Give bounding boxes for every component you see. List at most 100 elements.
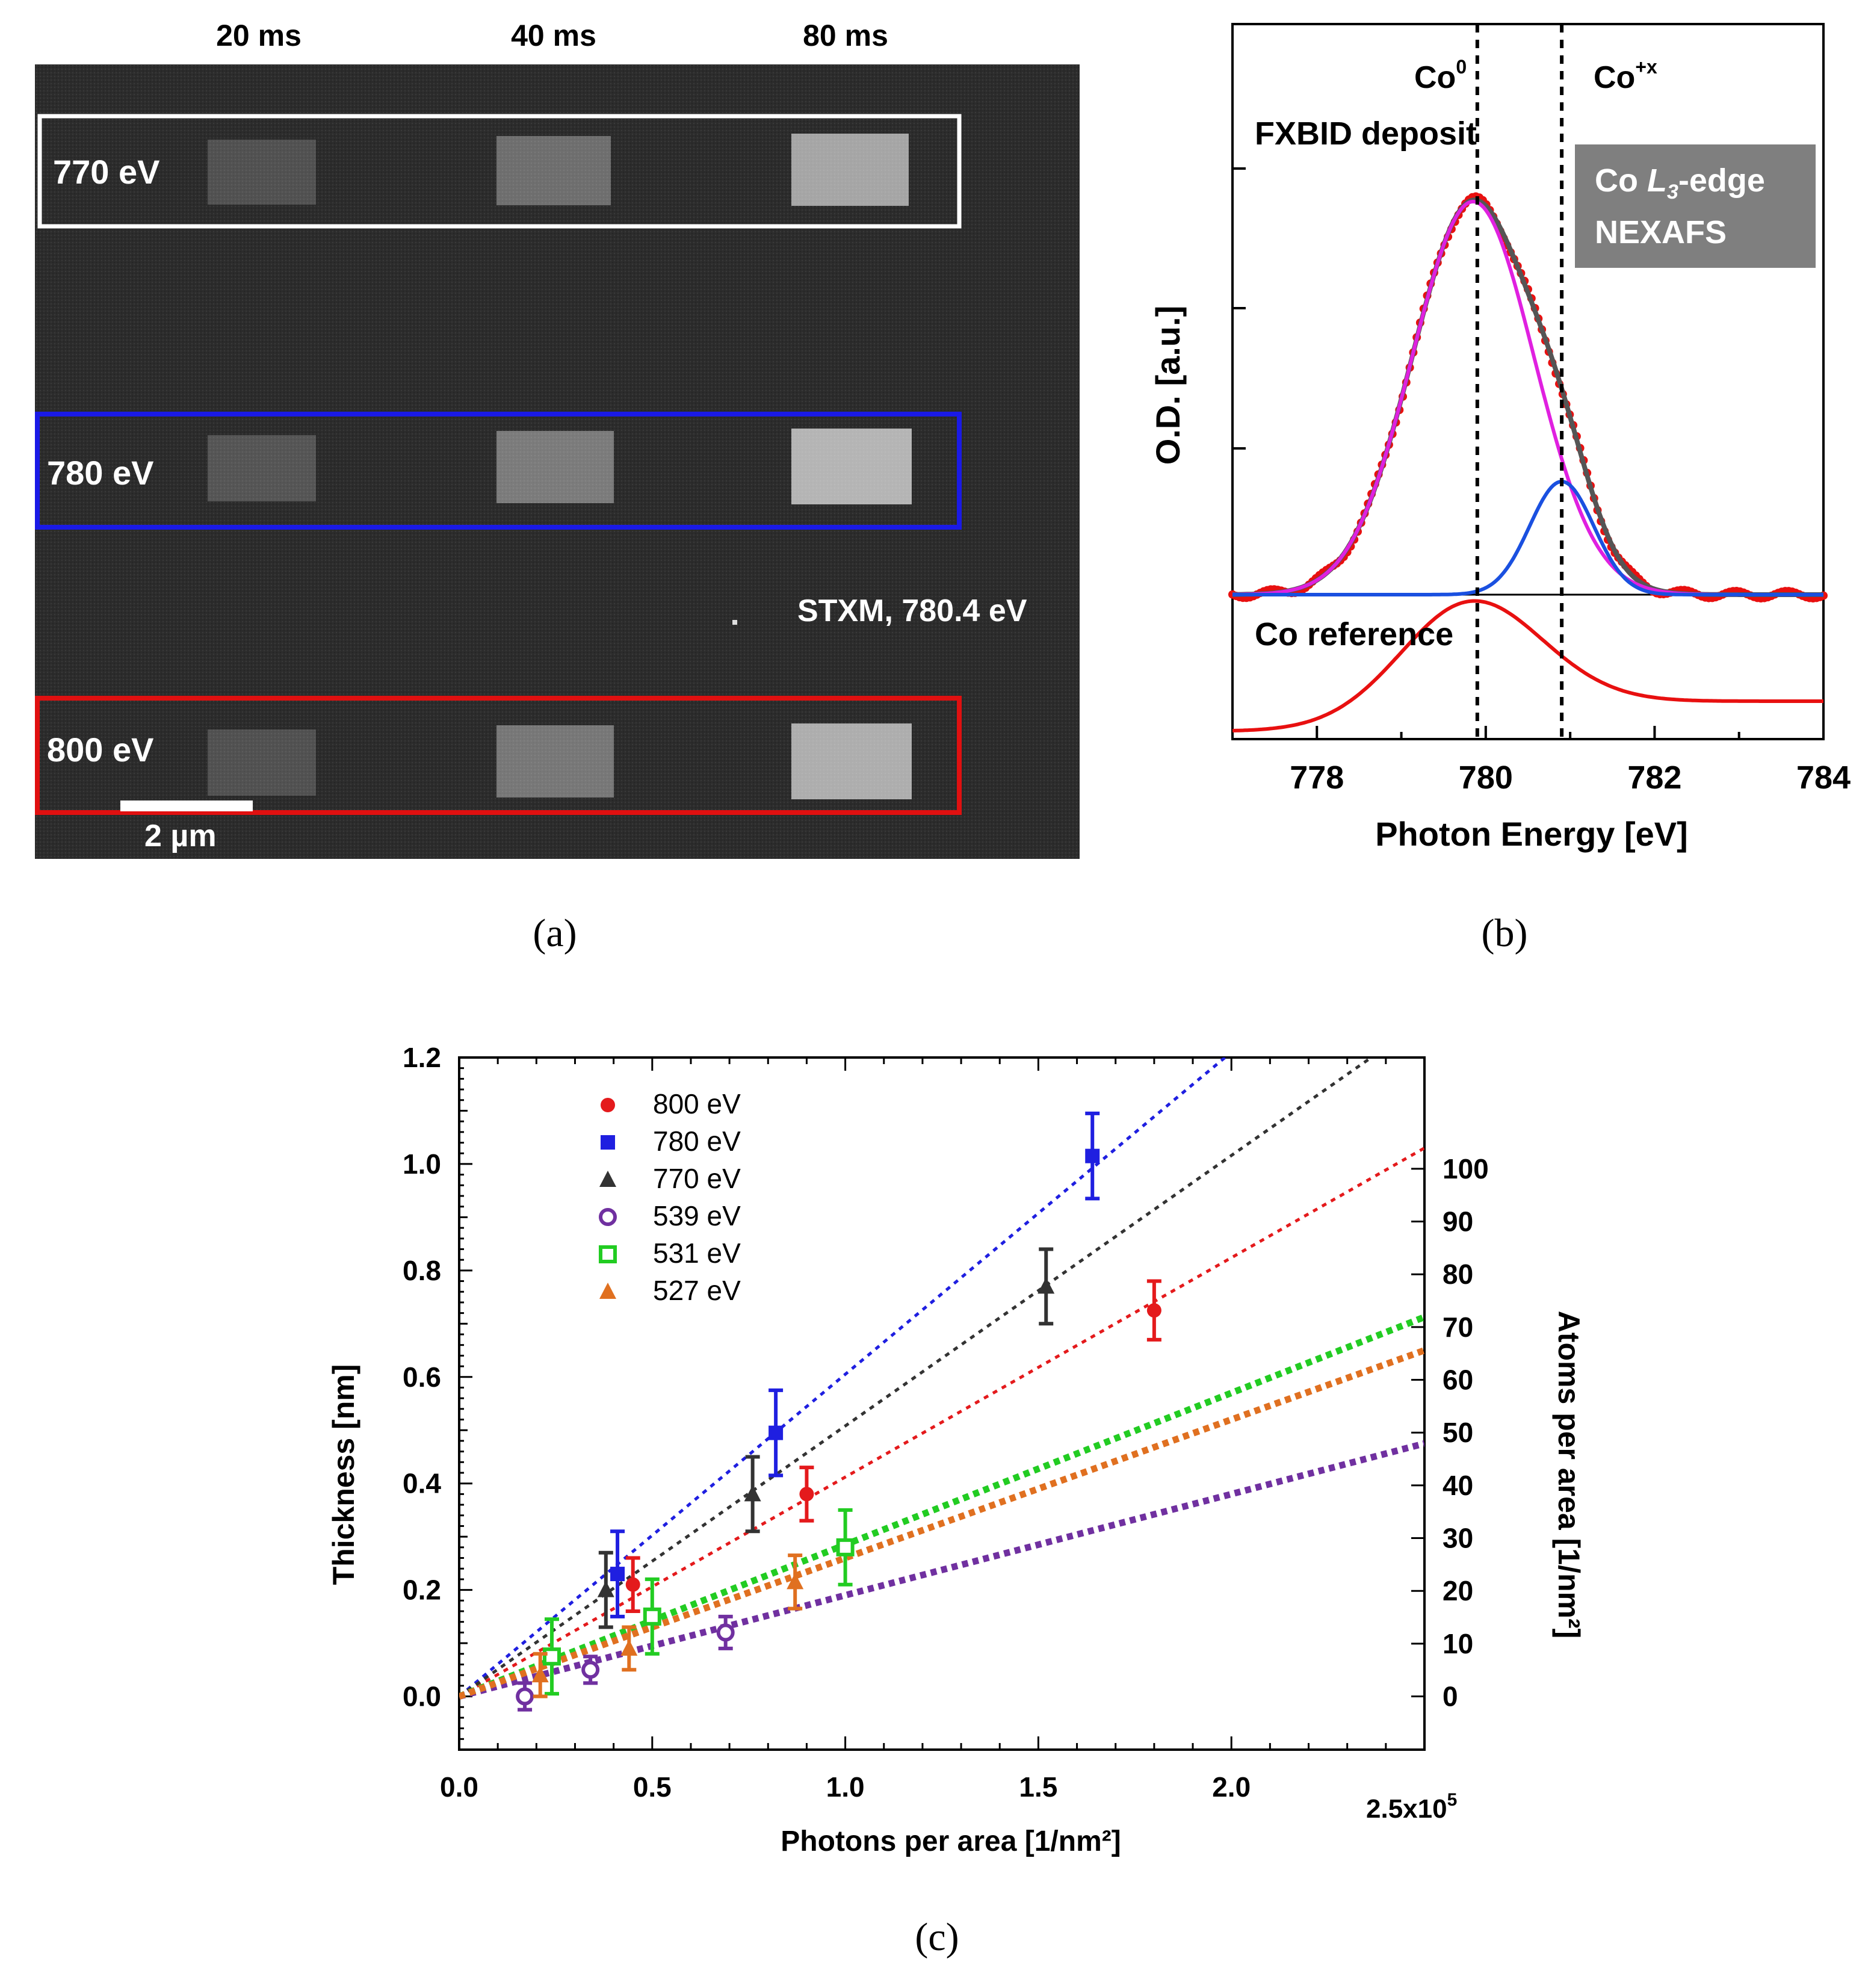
legend-marker xyxy=(599,1245,617,1263)
chart-ylabel: Thickness [nm] xyxy=(327,1364,360,1585)
panel-c: 0.0 0.5 1.0 1.5 2.0 0.0 0.2 0.4 0.6 0.8 1.0 1.2 0 10 2… xyxy=(327,1042,1586,1959)
legend-marker xyxy=(599,1283,616,1299)
data-point xyxy=(744,1485,761,1502)
y2-tick-label: 0 xyxy=(1443,1681,1458,1712)
scale-bar xyxy=(120,800,253,811)
y-tick-label: 0.2 xyxy=(403,1575,441,1606)
y-tick-label: 0.6 xyxy=(403,1361,441,1393)
deposit-spot xyxy=(208,435,316,501)
deposit-spot xyxy=(496,725,614,797)
legend-label: 531 eV xyxy=(653,1237,741,1269)
coplus-component-curve xyxy=(1232,479,1823,596)
row-box-770 xyxy=(37,114,962,229)
deposit-label: FXBID deposit xyxy=(1255,116,1477,152)
deposit-spot xyxy=(208,729,316,796)
x-tick-label: 1.5 xyxy=(1019,1771,1057,1803)
deposit-spot xyxy=(208,140,316,205)
coplus-text: Co xyxy=(1594,60,1635,95)
x-tick-label: 784 xyxy=(1796,760,1851,796)
deposit-spot xyxy=(791,723,912,799)
deposit-spot xyxy=(496,431,614,503)
x-tick-label: 780 xyxy=(1459,760,1513,796)
nexafs-line1: Co L3-edge xyxy=(1595,163,1765,203)
fit-line xyxy=(459,1347,1424,1700)
nexafs-edge: -edge xyxy=(1678,163,1765,199)
y2-tick-label: 90 xyxy=(1443,1206,1473,1237)
row-box-780 xyxy=(35,412,962,530)
data-point xyxy=(597,1581,614,1597)
nexafs-co: Co xyxy=(1595,163,1647,199)
y2-tick-label: 30 xyxy=(1443,1523,1473,1554)
legend-label: 780 eV xyxy=(653,1126,741,1157)
data-point xyxy=(531,1666,549,1683)
deposit-spot xyxy=(496,136,611,205)
fit-line xyxy=(459,1147,1424,1698)
data-point xyxy=(787,1573,804,1590)
data-point xyxy=(768,1425,784,1440)
y2-tick-label: 20 xyxy=(1443,1575,1473,1606)
fit-line xyxy=(459,1057,1374,1698)
panel-a: 20 ms 40 ms 80 ms 770 eV 780 eV 800 eV S… xyxy=(35,19,1080,955)
y2-tick-label: 80 xyxy=(1443,1259,1473,1290)
data-point xyxy=(625,1577,640,1592)
fit-line xyxy=(459,1314,1424,1700)
data-point xyxy=(1038,1277,1055,1294)
x-tick-label: 1.0 xyxy=(826,1771,865,1803)
legend-marker xyxy=(601,1135,615,1150)
legend-label: 770 eV xyxy=(653,1163,741,1194)
data-point xyxy=(1146,1303,1161,1318)
y2-tick-label: 10 xyxy=(1443,1628,1473,1659)
panel-b: 778 780 782 784 O.D. [a.u.] Photon Energy [… xyxy=(1149,23,1851,955)
row-label-770: 770 eV xyxy=(53,153,160,191)
y2-tick-label: 100 xyxy=(1443,1153,1489,1184)
y2-tick-label: 70 xyxy=(1443,1311,1473,1343)
legend-label: 527 eV xyxy=(653,1275,741,1306)
panel-a-caption: (a) xyxy=(533,911,577,955)
nexafs-line2: NEXAFS xyxy=(1595,214,1727,250)
nexafs-box xyxy=(1575,144,1816,268)
legend-marker xyxy=(601,1098,615,1112)
data-point xyxy=(610,1567,625,1582)
coplus-sup: +x xyxy=(1635,56,1657,78)
panel-b-caption: (b) xyxy=(1482,911,1528,955)
coplus-label: Co+x xyxy=(1594,56,1657,95)
nexafs-L: L xyxy=(1647,163,1667,199)
plot-frame xyxy=(458,1056,1426,1751)
y-tick-label: 0.8 xyxy=(403,1255,441,1286)
co-reference-curve xyxy=(1232,599,1823,732)
data-point xyxy=(716,1623,735,1642)
x-tick-label: 782 xyxy=(1627,760,1681,796)
panel-b-ylabel: O.D. [a.u.] xyxy=(1149,306,1187,465)
y-tick-label: 1.0 xyxy=(403,1148,441,1180)
co0-label: Co0 xyxy=(1414,56,1467,95)
fit-line xyxy=(459,1440,1424,1700)
stxm-annotation: STXM, 780.4 eV xyxy=(797,593,1027,628)
data-point xyxy=(620,1639,638,1656)
co0-text: Co xyxy=(1414,60,1456,95)
data-point xyxy=(799,1487,814,1502)
y-tick-label: 0.0 xyxy=(403,1681,441,1712)
x-tick-label: 778 xyxy=(1290,760,1344,796)
legend-marker xyxy=(599,1171,616,1187)
panel-b-xlabel: Photon Energy [eV] xyxy=(1375,815,1688,853)
legend-label: 539 eV xyxy=(653,1200,741,1231)
data-point xyxy=(542,1647,561,1666)
x-tick-label: 0.0 xyxy=(440,1771,478,1803)
chart-ylabel-right: Atoms per area [1/nm²] xyxy=(1552,1311,1586,1639)
x-multiplier: 2.5x105 xyxy=(1366,1790,1457,1824)
col-label-80ms: 80 ms xyxy=(803,19,888,52)
y2-tick-label: 60 xyxy=(1443,1364,1473,1396)
deposit-spot xyxy=(791,134,909,206)
y2-tick-label: 40 xyxy=(1443,1470,1473,1501)
data-point xyxy=(581,1661,600,1679)
row-label-780: 780 eV xyxy=(47,454,154,492)
chart-xlabel: Photons per area [1/nm²] xyxy=(781,1825,1121,1857)
fit-line xyxy=(459,1057,1228,1698)
nexafs-sub: 3 xyxy=(1667,181,1678,203)
row-box-800 xyxy=(35,696,962,815)
scale-bar-label: 2 µm xyxy=(144,819,217,853)
legend-marker xyxy=(599,1208,617,1226)
data-point xyxy=(516,1687,534,1706)
artifact-dot xyxy=(732,620,737,625)
